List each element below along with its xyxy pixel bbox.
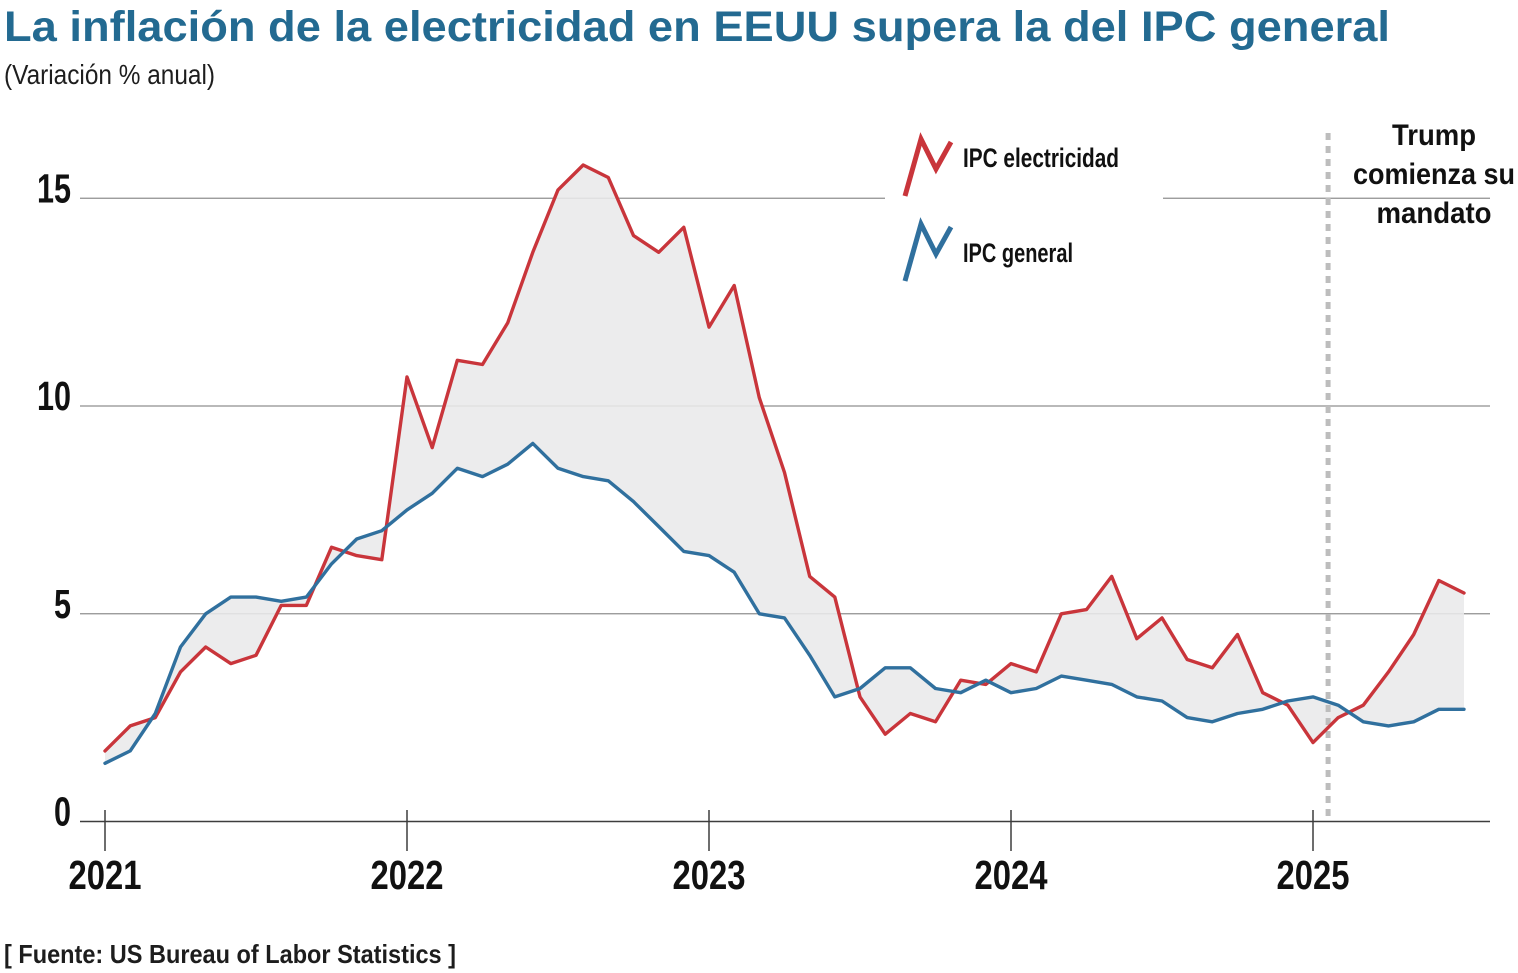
legend-background: [885, 122, 1163, 290]
y-tick-label: 10: [37, 373, 71, 419]
y-tick-label: 5: [54, 581, 71, 627]
annotation-line-3: mandato: [1377, 197, 1492, 230]
blue-zigzag-line-icon: [902, 217, 954, 282]
x-tick-label: 2023: [673, 852, 746, 898]
series-ipc-electricidad: [103, 163, 1466, 753]
axis-layer: [80, 810, 1490, 851]
red-zigzag-line-icon: [902, 132, 954, 197]
trump-mandate-annotation: Trump comienza su mandato: [1353, 119, 1515, 230]
fill-between-area: [105, 165, 1464, 764]
x-tick-label: 2022: [371, 852, 444, 898]
legend: IPC electricidad IPC general: [885, 122, 1163, 290]
x-tick-label: 2025: [1277, 852, 1350, 898]
y-tick-label: 0: [54, 789, 71, 835]
annotation-line-2: comienza su: [1353, 158, 1515, 191]
y-tick-label: 15: [37, 165, 71, 211]
series-ipc-general: [103, 441, 1466, 765]
annotation-line-1: Trump: [1392, 119, 1476, 152]
x-axis-labels: 2021 2022 2023 2024 2025: [69, 852, 1350, 898]
source-note: [ Fuente: US Bureau of Labor Statistics …: [4, 939, 456, 969]
page-subtitle: (Variación % anual): [4, 59, 215, 90]
page-title: La inflación de la electricidad en EEUU …: [4, 3, 1390, 51]
x-tick-label: 2024: [975, 852, 1048, 898]
legend-label-ipc-electricidad: IPC electricidad: [963, 143, 1119, 173]
legend-label-ipc-general: IPC general: [963, 238, 1073, 268]
y-axis-labels: 0 5 10 15: [37, 165, 71, 834]
x-tick-label: 2021: [69, 852, 142, 898]
